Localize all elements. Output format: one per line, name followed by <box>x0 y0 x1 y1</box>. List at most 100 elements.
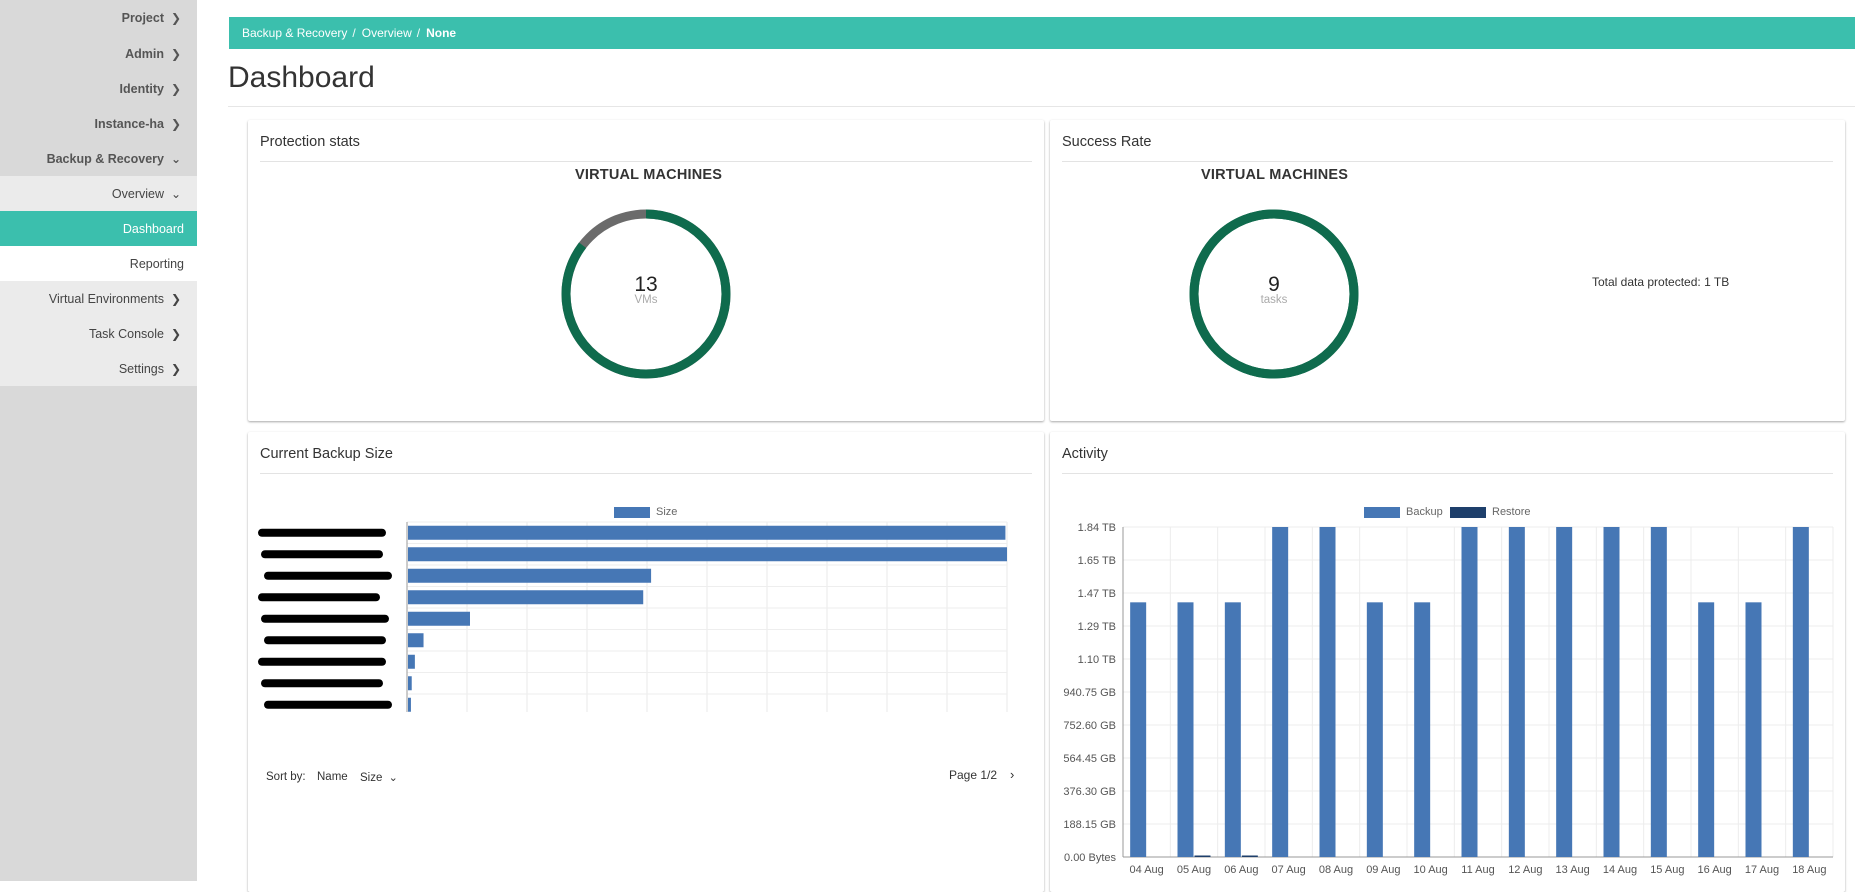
x-tick-label: 16 Aug <box>1698 864 1732 876</box>
redacted-label <box>258 528 386 537</box>
x-tick-label: 17 Aug <box>1745 864 1779 876</box>
backup-size-bar[interactable] <box>408 611 470 626</box>
panel-title: Activity <box>1062 446 1108 462</box>
sidebar-item-label: Task Console <box>88 326 164 341</box>
success-rate-donut <box>1189 209 1359 379</box>
y-tick-label: 1.65 TB <box>1078 555 1116 567</box>
x-tick-label: 05 Aug <box>1177 864 1211 876</box>
backup-size-bar[interactable] <box>408 568 652 583</box>
sidebar-item-dashboard[interactable]: Dashboard <box>0 211 197 246</box>
y-tick-label: 564.45 GB <box>1063 753 1116 765</box>
redacted-label <box>261 679 383 688</box>
x-tick-label: 04 Aug <box>1130 864 1164 876</box>
breadcrumb-item[interactable]: Backup & Recovery <box>242 26 348 40</box>
sidebar-item-settings[interactable]: Settings ❯ <box>0 351 197 386</box>
redacted-label <box>264 700 392 709</box>
chevron-down-icon: ⌄ <box>170 151 182 166</box>
sidebar-item-backup-recovery[interactable]: Backup & Recovery ⌄ <box>0 141 197 176</box>
sidebar-item-label: Backup & Recovery <box>46 151 164 166</box>
y-tick-label: 752.60 GB <box>1063 720 1116 732</box>
donut-unit: VMs <box>634 294 658 306</box>
x-tick-label: 18 Aug <box>1792 864 1826 876</box>
page-title: Dashboard <box>228 61 375 94</box>
donut-unit: tasks <box>1260 294 1288 306</box>
x-tick-label: 10 Aug <box>1414 864 1448 876</box>
x-tick-label: 08 Aug <box>1319 864 1353 876</box>
backup-size-bar[interactable] <box>408 590 644 605</box>
chevron-right-icon: ❯ <box>170 326 182 341</box>
y-tick-label: 1.47 TB <box>1078 588 1116 600</box>
sidebar-item-label: Instance-ha <box>94 116 164 131</box>
sort-by-name[interactable]: Name <box>317 771 348 783</box>
backup-bar[interactable] <box>1745 602 1762 857</box>
sort-label: Sort by: <box>266 771 306 783</box>
backup-bar[interactable] <box>1224 602 1241 857</box>
sidebar-item-project[interactable]: Project ❯ <box>0 0 197 36</box>
sidebar-item-label: Admin <box>125 46 164 61</box>
backup-size-bar[interactable] <box>408 654 415 669</box>
redacted-label <box>261 550 383 559</box>
success-rate-panel: Success Rate VIRTUAL MACHINES 9 tasks To… <box>1050 120 1845 421</box>
sidebar-item-admin[interactable]: Admin ❯ <box>0 36 197 71</box>
backup-bar[interactable] <box>1319 527 1336 857</box>
legend-swatch-restore <box>1450 507 1486 518</box>
backup-bar[interactable] <box>1698 602 1715 857</box>
chevron-down-icon: ⌄ <box>388 772 398 784</box>
backup-bar[interactable] <box>1177 602 1194 857</box>
sidebar-item-label: Reporting <box>129 256 184 271</box>
protection-stats-panel: Protection stats VIRTUAL MACHINES 13 VMs <box>248 120 1044 421</box>
sort-by-size[interactable]: Size ⌄ <box>360 771 398 784</box>
sidebar-item-label: Identity <box>119 81 164 96</box>
y-tick-label: 376.30 GB <box>1063 786 1116 798</box>
backup-bar[interactable] <box>1366 602 1383 857</box>
breadcrumb-item[interactable]: Overview <box>361 26 412 40</box>
backup-bar[interactable] <box>1130 602 1147 857</box>
legend-label-size: Size <box>656 506 678 518</box>
sidebar-item-identity[interactable]: Identity ❯ <box>0 71 197 106</box>
chart-title: VIRTUAL MACHINES <box>575 167 723 183</box>
redacted-label <box>258 657 386 666</box>
sidebar-item-label: Dashboard <box>122 221 184 236</box>
backup-size-bar[interactable] <box>408 525 1006 540</box>
x-tick-label: 15 Aug <box>1650 864 1684 876</box>
donut-value: 9 <box>1268 273 1280 296</box>
backup-bar[interactable] <box>1461 527 1478 857</box>
backup-size-bar[interactable] <box>408 697 411 712</box>
x-tick-label: 12 Aug <box>1508 864 1542 876</box>
page-indicator: Page 1/2 <box>949 768 998 782</box>
backup-bar[interactable] <box>1508 527 1525 857</box>
x-tick-label: 06 Aug <box>1224 864 1258 876</box>
backup-size-bar[interactable] <box>408 633 424 648</box>
sidebar-item-reporting[interactable]: Reporting <box>0 246 197 281</box>
backup-size-bar[interactable] <box>408 676 412 691</box>
restore-bar[interactable] <box>1194 855 1211 858</box>
backup-bar[interactable] <box>1272 527 1289 857</box>
backup-bar[interactable] <box>1414 602 1431 857</box>
backup-bar[interactable] <box>1603 527 1620 857</box>
sidebar-item-task-console[interactable]: Task Console ❯ <box>0 316 197 351</box>
x-tick-label: 11 Aug <box>1461 864 1494 876</box>
sidebar: Project ❯ Admin ❯ Identity ❯ Instance-ha… <box>0 0 197 881</box>
y-tick-label: 0.00 Bytes <box>1064 852 1116 864</box>
y-tick-label: 1.10 TB <box>1078 654 1116 666</box>
sidebar-item-instance-ha[interactable]: Instance-ha ❯ <box>0 106 197 141</box>
restore-bar[interactable] <box>1241 855 1258 858</box>
y-tick-label: 1.84 TB <box>1078 522 1116 534</box>
x-tick-label: 09 Aug <box>1366 864 1400 876</box>
activity-panel: Activity Backup Restore 0.00 Bytes 188.15… <box>1050 432 1845 892</box>
backup-bar[interactable] <box>1556 527 1573 857</box>
redacted-label <box>264 571 392 580</box>
divider <box>260 161 1032 162</box>
legend-label-backup: Backup <box>1406 506 1443 518</box>
x-tick-label: 13 Aug <box>1556 864 1590 876</box>
backup-bar[interactable] <box>1650 527 1667 857</box>
backup-size-bar[interactable] <box>408 547 1007 562</box>
sidebar-item-virtual-environments[interactable]: Virtual Environments ❯ <box>0 281 197 316</box>
vm-protection-donut <box>561 209 731 379</box>
sidebar-item-overview[interactable]: Overview ⌄ <box>0 176 197 211</box>
backup-bar[interactable] <box>1792 527 1809 857</box>
breadcrumb-current: None <box>426 26 457 40</box>
donut-success-arc <box>1189 209 1359 379</box>
next-page-icon[interactable]: › <box>1010 767 1015 782</box>
